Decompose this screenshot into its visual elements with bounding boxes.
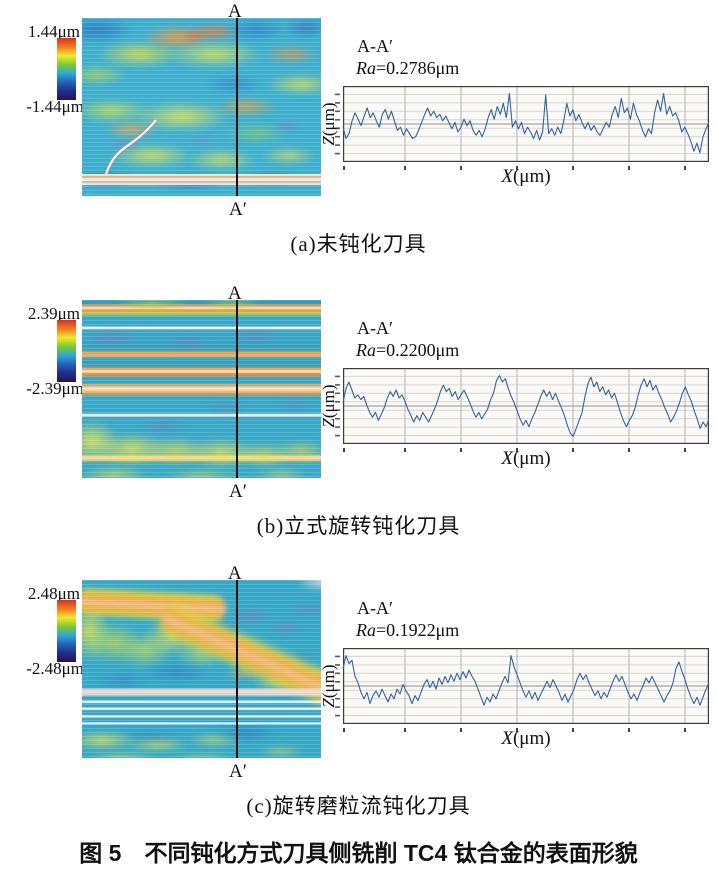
section-label-top: A (228, 283, 242, 304)
x-axis-symbol: X (501, 728, 513, 749)
surface-topography-map (82, 300, 321, 478)
ra-value: Ra=0.1922μm (356, 620, 459, 641)
ra-symbol: Ra (356, 58, 376, 78)
panel-b: 2.39μm -2.39μm A A′ A-A′ Ra=0.2200μm Z(μ… (0, 282, 717, 552)
ra-number: =0.2200μm (376, 340, 460, 360)
surface-topography-map (82, 18, 321, 196)
y-axis-symbol: Z (319, 698, 338, 708)
colorbar-min-label: -2.48μm (26, 659, 84, 678)
profile-chart (335, 86, 709, 170)
profile-title: A-A′ (357, 318, 393, 338)
y-axis-symbol: Z (319, 418, 338, 428)
x-axis-symbol: X (501, 448, 513, 469)
x-axis-unit: (μm) (512, 728, 551, 749)
colorbar (57, 38, 76, 100)
scratch-mark (104, 118, 158, 175)
section-line (236, 18, 238, 196)
surface-topography-map (82, 580, 321, 758)
ra-value: Ra=0.2200μm (356, 340, 459, 361)
colorbar (57, 600, 76, 662)
profile-chart (335, 368, 709, 452)
ra-number: =0.1922μm (376, 620, 460, 640)
colorbar-max-label: 1.44μm (27, 22, 80, 41)
figure-title: 图 5 不同钝化方式刀具侧铣削 TC4 钛合金的表面形貌 (79, 840, 638, 866)
section-line (236, 580, 238, 758)
colorbar-min-label: -1.44μm (26, 97, 84, 116)
x-axis-symbol: X (501, 166, 513, 187)
ra-value: Ra=0.2786μm (356, 58, 459, 79)
profile-chart (335, 648, 709, 732)
y-axis-label: Z(μm) (319, 651, 339, 721)
y-axis-label: Z(μm) (319, 89, 339, 159)
colorbar-max-label: 2.39μm (27, 304, 80, 323)
panel-c: 2.48μm -2.48μm A A′ A-A′ Ra=0.1922μm Z(μ… (0, 562, 717, 832)
section-label-top: A (228, 1, 242, 22)
profile-title: A-A′ (357, 598, 393, 618)
x-axis-label: X(μm) (343, 728, 709, 750)
y-axis-unit: (μm) (319, 664, 338, 699)
panel-a: 1.44μm -1.44μm A A′ A-A′ Ra=0.2786μm Z(μ… (0, 0, 717, 270)
surface-defect-band (82, 174, 321, 185)
y-axis-symbol: Z (319, 136, 338, 146)
section-line (236, 300, 238, 478)
section-label-bottom: A′ (229, 761, 247, 782)
diagonal-ridge-band (82, 588, 227, 622)
x-axis-label: X(μm) (343, 448, 709, 470)
section-label-bottom: A′ (229, 199, 247, 220)
colorbar (57, 320, 76, 382)
y-axis-unit: (μm) (319, 102, 338, 137)
horizontal-groove-lines (82, 580, 321, 758)
x-axis-unit: (μm) (512, 166, 551, 187)
panel-caption: (c)旋转磨粒流钝化刀具 (246, 794, 471, 818)
ra-symbol: Ra (356, 340, 376, 360)
ra-number: =0.2786μm (376, 58, 460, 78)
y-axis-label: Z(μm) (319, 371, 339, 441)
colorbar-max-label: 2.48μm (27, 584, 80, 603)
profile-title: A-A′ (357, 36, 393, 56)
y-axis-unit: (μm) (319, 384, 338, 419)
diagonal-ridge-band (155, 602, 321, 715)
panel-caption: (a)未钝化刀具 (290, 232, 427, 256)
panel-caption: (b)立式旋转钝化刀具 (256, 514, 461, 538)
x-axis-unit: (μm) (512, 448, 551, 469)
x-axis-label: X(μm) (343, 166, 709, 188)
colorbar-min-label: -2.39μm (26, 379, 84, 398)
section-label-top: A (228, 563, 242, 584)
section-label-bottom: A′ (229, 481, 247, 502)
ra-symbol: Ra (356, 620, 376, 640)
